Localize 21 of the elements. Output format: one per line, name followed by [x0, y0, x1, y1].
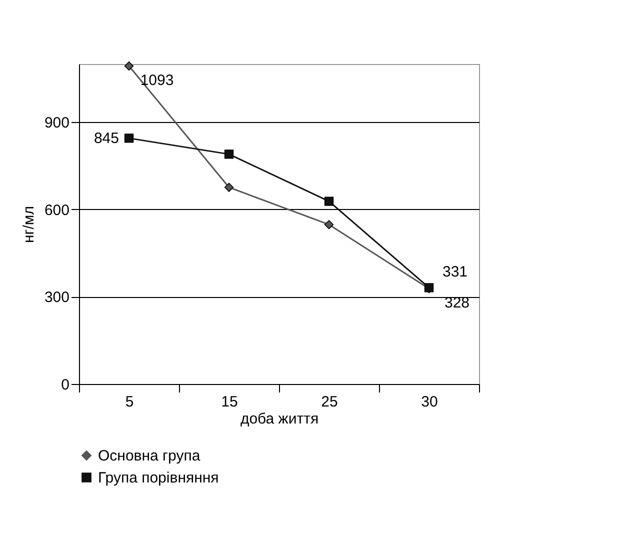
data-label: 845: [94, 130, 119, 148]
y-tick-label: 0: [61, 376, 70, 394]
x-tick-label: 15: [221, 394, 238, 410]
legend-label: Основна група: [98, 448, 201, 464]
x-tick-label: 5: [125, 394, 134, 410]
data-label: 1093: [140, 72, 174, 90]
y-tick-label: 600: [44, 202, 70, 219]
point: [224, 150, 234, 159]
y-axis-title: нг/мл: [20, 206, 38, 243]
x-tick-label: 30: [421, 394, 438, 410]
point: [324, 196, 334, 206]
x-tick-label: 25: [321, 394, 338, 410]
x-axis-title: доба життя: [240, 410, 319, 428]
legend-label: Група порівняння: [98, 470, 219, 486]
point: [224, 182, 234, 192]
point: [124, 134, 134, 143]
point: [124, 61, 134, 71]
y-tick-label: 300: [44, 289, 70, 306]
point: [324, 220, 334, 230]
data-label: 331: [442, 264, 468, 281]
y-tick-label: 900: [44, 114, 70, 132]
